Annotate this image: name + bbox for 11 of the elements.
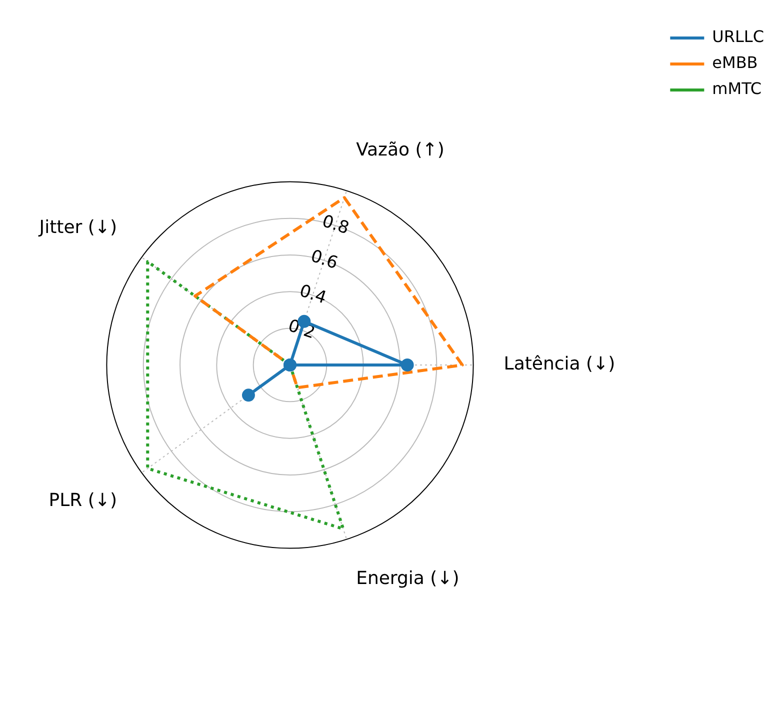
legend-label: eMBB (712, 53, 758, 72)
legend-label: URLLC (712, 27, 764, 46)
y-tick-label: 0.6 (308, 246, 340, 274)
spoke-label: Latência (↓) (504, 354, 616, 375)
legend-label: mMTC (712, 79, 762, 98)
y-tick-label: 0.8 (320, 211, 352, 239)
spoke-label: Energia (↓) (356, 568, 460, 589)
spoke-label: Jitter (↓) (38, 217, 118, 238)
y-tick-label: 0.4 (296, 281, 329, 308)
spoke-label: PLR (↓) (48, 490, 118, 512)
spoke-label: Vazão (↑) (356, 140, 444, 161)
